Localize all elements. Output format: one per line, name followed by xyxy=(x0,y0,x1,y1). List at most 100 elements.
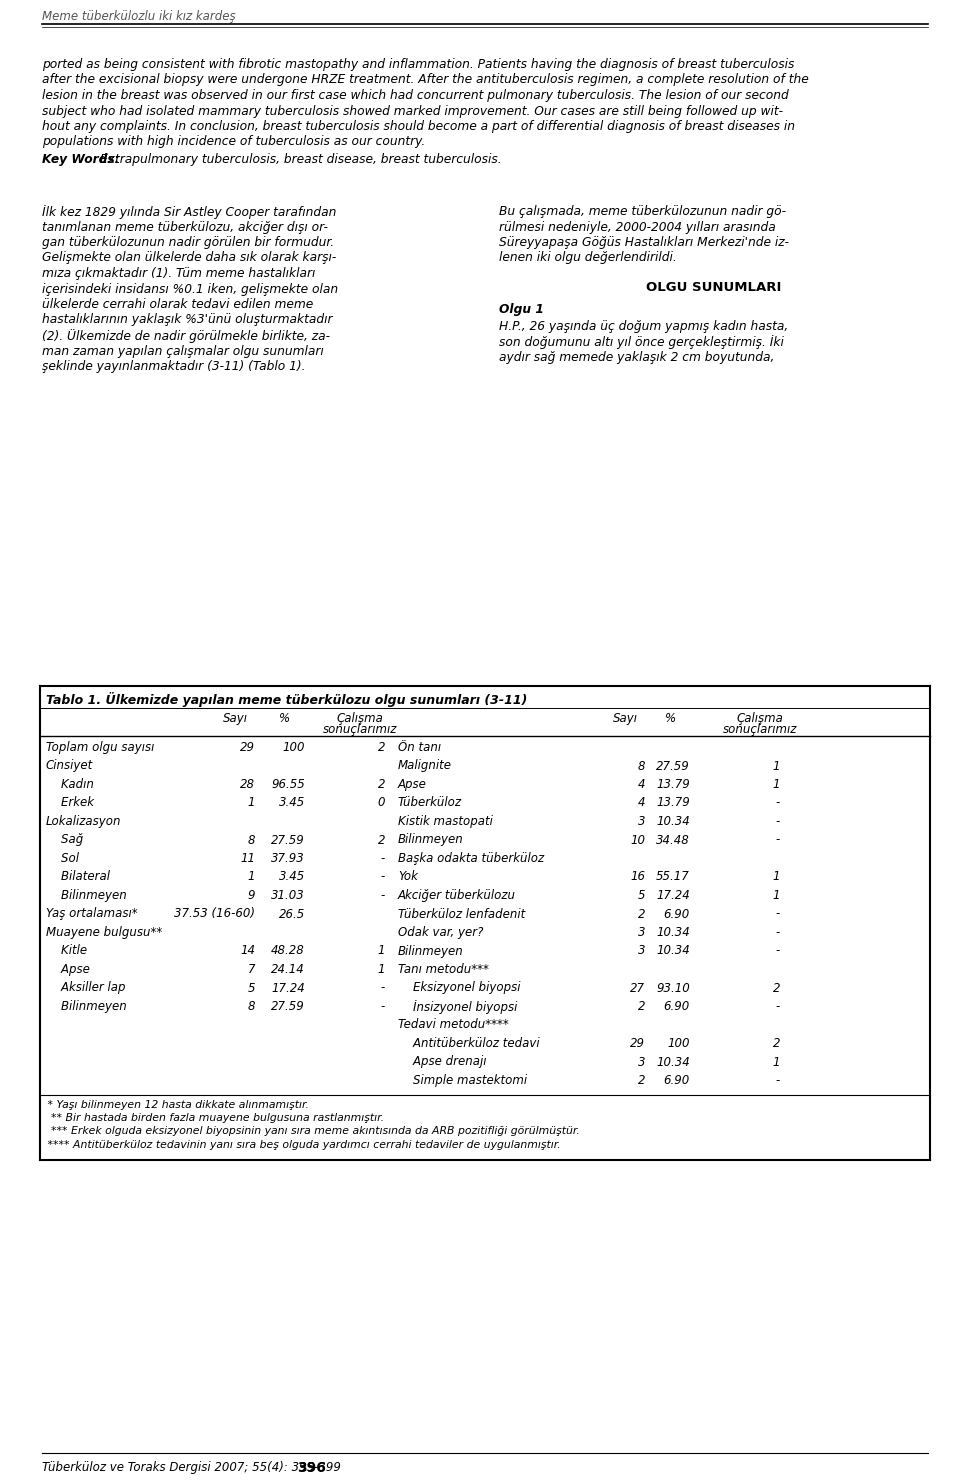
Text: Bilateral: Bilateral xyxy=(46,871,110,883)
Text: Malignite: Malignite xyxy=(398,760,452,773)
Text: Tedavi metodu****: Tedavi metodu**** xyxy=(398,1018,509,1031)
Text: 5: 5 xyxy=(637,889,645,902)
Text: Bilinmeyen: Bilinmeyen xyxy=(46,889,127,902)
Text: 10.34: 10.34 xyxy=(657,1055,690,1068)
Text: şeklinde yayınlanmaktadır (3-11) (Tablo 1).: şeklinde yayınlanmaktadır (3-11) (Tablo … xyxy=(42,361,305,372)
Text: 1: 1 xyxy=(773,871,780,883)
Text: 13.79: 13.79 xyxy=(657,778,690,791)
Text: 28: 28 xyxy=(240,778,255,791)
Text: mıza çıkmaktadır (1). Tüm meme hastalıkları: mıza çıkmaktadır (1). Tüm meme hastalıkl… xyxy=(42,267,316,280)
Text: Extrapulmonary tuberculosis, breast disease, breast tuberculosis.: Extrapulmonary tuberculosis, breast dise… xyxy=(100,153,502,166)
Text: Simple mastektomi: Simple mastektomi xyxy=(398,1074,527,1086)
Text: 2: 2 xyxy=(377,741,385,754)
Text: 6.90: 6.90 xyxy=(663,908,690,920)
Text: Aksiller lap: Aksiller lap xyxy=(46,981,126,994)
Text: içerisindeki insidansı %0.1 iken, gelişmekte olan: içerisindeki insidansı %0.1 iken, gelişm… xyxy=(42,282,338,295)
Text: **** Antitüberküloz tedavinin yanı sıra beş olguda yardımcı cerrahi tedaviler de: **** Antitüberküloz tedavinin yanı sıra … xyxy=(44,1140,561,1150)
Text: Cinsiyet: Cinsiyet xyxy=(46,760,93,773)
Text: Tanı metodu***: Tanı metodu*** xyxy=(398,963,489,976)
Text: Apse: Apse xyxy=(46,963,90,976)
Text: 396: 396 xyxy=(297,1462,325,1475)
Text: 100: 100 xyxy=(667,1037,690,1051)
Text: Sol: Sol xyxy=(46,852,79,865)
Text: 8: 8 xyxy=(637,760,645,773)
Text: rülmesi nedeniyle, 2000-2004 yılları arasında: rülmesi nedeniyle, 2000-2004 yılları ara… xyxy=(499,221,776,233)
Text: 3: 3 xyxy=(637,815,645,828)
Text: Muayene bulgusu**: Muayene bulgusu** xyxy=(46,926,162,939)
Text: -: - xyxy=(381,981,385,994)
Text: Tablo 1. Ülkemizde yapılan meme tüberkülozu olgu sunumları (3-11): Tablo 1. Ülkemizde yapılan meme tüberkül… xyxy=(46,692,527,706)
Text: 27.59: 27.59 xyxy=(272,834,305,846)
Text: man zaman yapılan çalışmalar olgu sunumları: man zaman yapılan çalışmalar olgu sunuml… xyxy=(42,344,324,358)
Text: 14: 14 xyxy=(240,944,255,957)
Text: 8: 8 xyxy=(248,834,255,846)
Text: 29: 29 xyxy=(630,1037,645,1051)
Text: 93.10: 93.10 xyxy=(657,981,690,994)
Text: Çalışma: Çalışma xyxy=(736,712,783,726)
Text: -: - xyxy=(381,852,385,865)
Text: 31.03: 31.03 xyxy=(272,889,305,902)
Text: 3: 3 xyxy=(637,926,645,939)
Text: Süreyyapaşa Göğüs Hastalıkları Merkezi'nde iz-: Süreyyapaşa Göğüs Hastalıkları Merkezi'n… xyxy=(499,236,789,249)
Text: after the excisional biopsy were undergone HRZE treatment. After the antitubercu: after the excisional biopsy were undergo… xyxy=(42,74,808,86)
Text: -: - xyxy=(381,871,385,883)
Text: 0: 0 xyxy=(377,797,385,809)
Text: %: % xyxy=(664,712,676,726)
Text: aydır sağ memede yaklaşık 2 cm boyutunda,: aydır sağ memede yaklaşık 2 cm boyutunda… xyxy=(499,352,775,364)
Text: 1: 1 xyxy=(773,760,780,773)
Text: Başka odakta tüberküloz: Başka odakta tüberküloz xyxy=(398,852,544,865)
Text: 3.45: 3.45 xyxy=(278,797,305,809)
Text: Kadın: Kadın xyxy=(46,778,94,791)
Text: Yaş ortalaması*: Yaş ortalaması* xyxy=(46,908,137,920)
Text: 1: 1 xyxy=(773,889,780,902)
Text: 17.24: 17.24 xyxy=(657,889,690,902)
Text: hastalıklarının yaklaşık %3'ünü oluşturmaktadır: hastalıklarının yaklaşık %3'ünü oluşturm… xyxy=(42,313,332,326)
Text: 2: 2 xyxy=(773,1037,780,1051)
Text: Toplam olgu sayısı: Toplam olgu sayısı xyxy=(46,741,155,754)
Text: Apse: Apse xyxy=(398,778,427,791)
Text: -: - xyxy=(776,908,780,920)
Text: 10: 10 xyxy=(630,834,645,846)
Text: Akciğer tüberkülozu: Akciğer tüberkülozu xyxy=(398,889,516,902)
Text: Kitle: Kitle xyxy=(46,944,87,957)
Text: Gelişmekte olan ülkelerde daha sık olarak karşı-: Gelişmekte olan ülkelerde daha sık olara… xyxy=(42,251,336,264)
Text: 6.90: 6.90 xyxy=(663,1074,690,1086)
Text: sonuçlarımız: sonuçlarımız xyxy=(323,723,397,736)
Text: Odak var, yer?: Odak var, yer? xyxy=(398,926,484,939)
Text: 2: 2 xyxy=(637,1074,645,1086)
Text: 10.34: 10.34 xyxy=(657,815,690,828)
Text: Antitüberküloz tedavi: Antitüberküloz tedavi xyxy=(398,1037,540,1051)
Text: 5: 5 xyxy=(248,981,255,994)
Text: (2). Ülkemizde de nadir görülmekle birlikte, za-: (2). Ülkemizde de nadir görülmekle birli… xyxy=(42,329,330,343)
Text: 1: 1 xyxy=(773,1055,780,1068)
Text: -: - xyxy=(381,889,385,902)
Text: 4: 4 xyxy=(637,797,645,809)
Text: ported as being consistent with fibrotic mastopathy and inflammation. Patients h: ported as being consistent with fibrotic… xyxy=(42,58,794,71)
Text: -: - xyxy=(776,944,780,957)
Text: populations with high incidence of tuberculosis as our country.: populations with high incidence of tuber… xyxy=(42,135,425,148)
Text: Meme tüberkülozlu iki kız kardeş: Meme tüberkülozlu iki kız kardeş xyxy=(42,10,235,22)
Text: 29: 29 xyxy=(240,741,255,754)
Text: -: - xyxy=(776,815,780,828)
Text: Kistik mastopati: Kistik mastopati xyxy=(398,815,492,828)
Text: 2: 2 xyxy=(377,778,385,791)
Text: 100: 100 xyxy=(282,741,305,754)
Text: Bilinmeyen: Bilinmeyen xyxy=(398,834,464,846)
Text: 2: 2 xyxy=(637,908,645,920)
Text: 37.93: 37.93 xyxy=(272,852,305,865)
Text: -: - xyxy=(776,1000,780,1014)
Text: Bilinmeyen: Bilinmeyen xyxy=(398,944,464,957)
Text: gan tüberkülozunun nadir görülen bir formudur.: gan tüberkülozunun nadir görülen bir for… xyxy=(42,236,334,249)
Text: 27.59: 27.59 xyxy=(657,760,690,773)
Text: sonuçlarımız: sonuçlarımız xyxy=(723,723,797,736)
Text: Eksizyonel biyopsi: Eksizyonel biyopsi xyxy=(398,981,520,994)
Text: Yok: Yok xyxy=(398,871,418,883)
Text: Olgu 1: Olgu 1 xyxy=(499,303,544,316)
Text: 27.59: 27.59 xyxy=(272,1000,305,1014)
Text: 48.28: 48.28 xyxy=(272,944,305,957)
Text: 4: 4 xyxy=(637,778,645,791)
Text: 10.34: 10.34 xyxy=(657,926,690,939)
Text: 55.17: 55.17 xyxy=(657,871,690,883)
Text: 1: 1 xyxy=(377,944,385,957)
Text: Apse drenajı: Apse drenajı xyxy=(398,1055,487,1068)
